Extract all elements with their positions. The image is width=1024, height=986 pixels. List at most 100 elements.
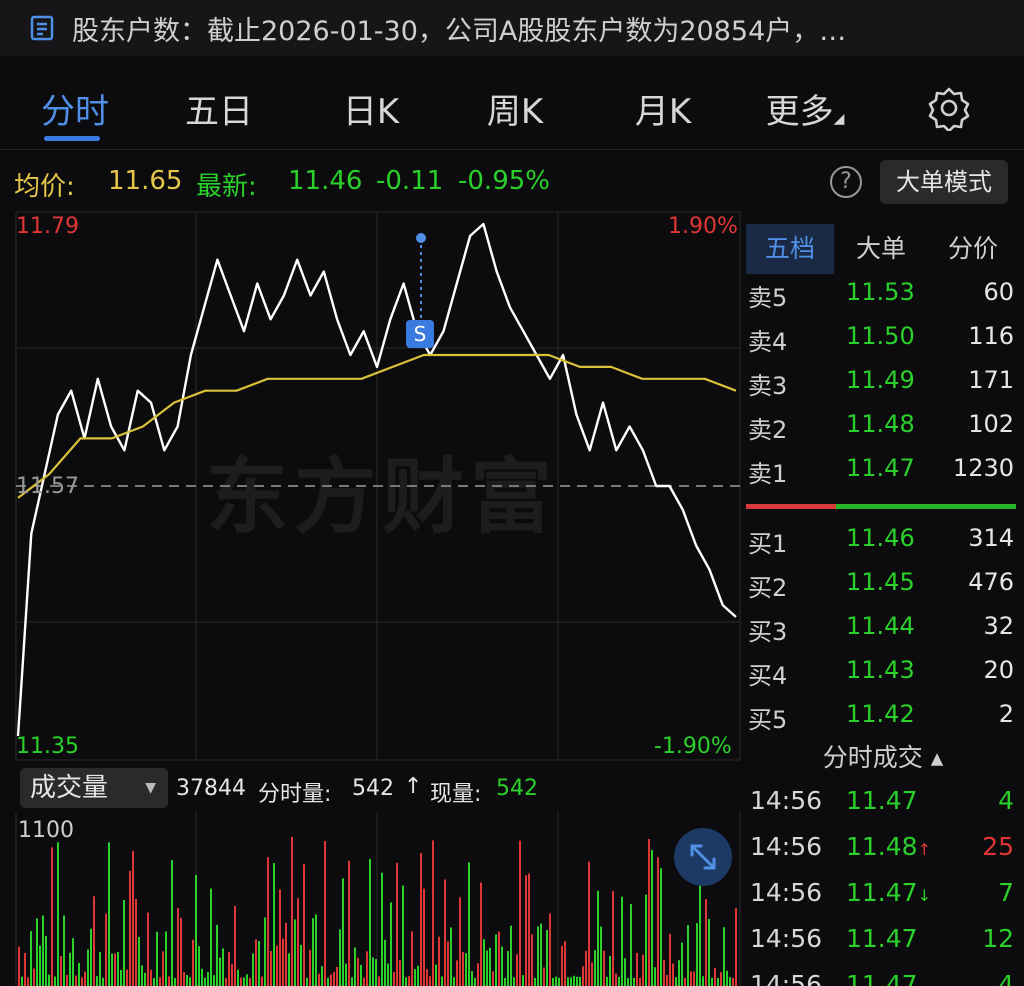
volume-bar <box>618 976 620 986</box>
volume-bar <box>174 977 176 986</box>
volume-bar <box>240 977 242 986</box>
volume-bar <box>453 977 455 986</box>
volume-bar <box>498 931 500 986</box>
volume-bar <box>180 917 182 986</box>
volume-bar <box>483 939 485 986</box>
expand-button[interactable] <box>674 828 732 886</box>
notice-bar[interactable]: 股东户数：截止2026-01-30，公司A股股东户数为20854户，… <box>0 0 1024 56</box>
volume-bar <box>273 863 275 986</box>
bid-label: 买4 <box>748 662 788 690</box>
indicator-select[interactable]: 成交量 ▼ <box>20 768 168 808</box>
tab-price-distribution[interactable]: 分价 <box>947 234 998 263</box>
latest-price-label: 最新: <box>196 172 257 202</box>
tab-big-orders[interactable]: 大单 <box>855 234 906 263</box>
tab-five-day[interactable]: 五日 <box>185 92 253 132</box>
volume-bar <box>669 933 671 986</box>
volume-bar <box>525 875 527 986</box>
tick-time: 14:56 <box>750 832 823 861</box>
volume-bar <box>420 853 422 986</box>
volume-bar <box>597 890 599 986</box>
tab-intraday[interactable]: 分时 <box>41 92 109 132</box>
volume-bar <box>588 861 590 986</box>
volume-bar <box>369 858 371 986</box>
volume-bar <box>351 977 353 986</box>
volume-bar <box>561 945 563 986</box>
ask-price: 11.48 <box>846 410 915 438</box>
volume-bar <box>24 952 26 986</box>
volume-bar <box>678 960 680 986</box>
volume-bar <box>516 954 518 986</box>
volume-bar <box>681 942 683 986</box>
volume-bar <box>399 959 401 986</box>
volume-bar <box>120 969 122 986</box>
volume-bar <box>450 927 452 986</box>
buy-sell-ratio-green <box>836 504 1016 509</box>
bid-label: 买2 <box>748 574 788 602</box>
volume-bar <box>474 977 476 986</box>
ask-price: 11.49 <box>846 366 915 394</box>
ask-qty: 102 <box>968 410 1014 438</box>
volume-bar <box>297 898 299 986</box>
notice-text: 股东户数：截止2026-01-30，公司A股股东户数为20854户，… <box>72 15 847 47</box>
volume-bar <box>729 977 731 986</box>
tick-price-value: 11.47 <box>846 786 918 815</box>
volume-bar <box>93 896 95 986</box>
volume-bar <box>345 963 347 986</box>
volume-bar <box>18 946 20 986</box>
volume-bar <box>309 949 311 986</box>
volume-bar <box>108 842 110 986</box>
volume-bar <box>96 976 98 986</box>
tick-trades-header[interactable]: 分时成交 ▴ <box>822 743 944 772</box>
volume-bar <box>519 840 521 986</box>
tick-price: 11.47 <box>846 970 918 986</box>
bid-qty: 20 <box>983 656 1014 684</box>
tab-weekly-k[interactable]: 周K <box>486 92 544 132</box>
tab-more[interactable]: 更多◢ <box>760 84 850 133</box>
volume-bar <box>36 918 38 986</box>
tab-five-levels[interactable]: 五档 <box>746 224 834 274</box>
tick-price-value: 11.47 <box>846 878 918 907</box>
volume-bar <box>30 931 32 986</box>
ask-row: 卖4 11.50 116 <box>742 322 1024 362</box>
volume-bar <box>645 894 647 986</box>
big-order-mode-button[interactable]: 大单模式 <box>880 160 1008 204</box>
volume-bar <box>69 952 71 986</box>
volume-bar <box>429 976 431 986</box>
volume-bar <box>405 977 407 986</box>
volume-bar <box>492 971 494 986</box>
volume-bar <box>666 974 668 986</box>
pct-high-label: 1.90% <box>668 214 738 239</box>
price-low-label: 11.35 <box>16 734 79 759</box>
volume-bar <box>564 941 566 986</box>
volume-bar <box>501 946 503 986</box>
volume-bar <box>702 976 704 986</box>
volume-bar <box>636 952 638 986</box>
volume-bar <box>270 951 272 986</box>
volume-bar <box>222 948 224 986</box>
intraday-price-chart[interactable]: S <box>0 208 742 764</box>
volume-bar <box>105 913 107 986</box>
volume-bar <box>156 931 158 986</box>
volume-bar <box>426 969 428 986</box>
tab-monthly-k[interactable]: 月K <box>634 92 692 132</box>
volume-bar <box>186 975 188 986</box>
tick-row: 14:56 11.47 4 <box>742 970 1024 986</box>
volume-bar <box>402 885 404 986</box>
volume-bar <box>63 915 65 986</box>
tick-volume: 25 <box>982 832 1014 861</box>
tab-daily-k[interactable]: 日K <box>342 92 400 132</box>
volume-bar <box>438 936 440 986</box>
volume-bar <box>372 957 374 986</box>
gear-icon[interactable] <box>926 85 972 131</box>
bid-row: 买5 11.42 2 <box>742 700 1024 740</box>
volume-bar <box>51 847 53 986</box>
volume-bar <box>537 926 539 986</box>
sell-marker-letter: S <box>414 322 427 346</box>
help-icon[interactable]: ? <box>830 166 862 198</box>
volume-bar <box>348 860 350 986</box>
price-change: -0.11 <box>376 166 444 196</box>
volume-bar <box>234 905 236 986</box>
ask-row: 卖3 11.49 171 <box>742 366 1024 406</box>
tick-price: 11.47↓ <box>846 878 931 907</box>
volume-bar <box>147 912 149 986</box>
